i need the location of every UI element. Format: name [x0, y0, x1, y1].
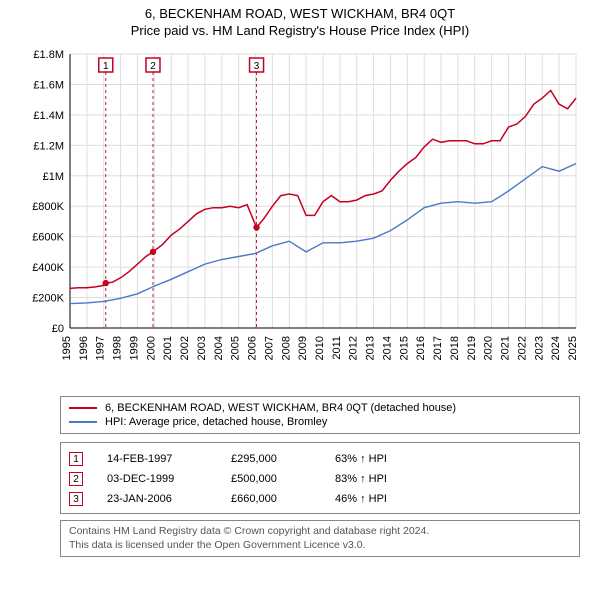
transaction-row: 3 23-JAN-2006 £660,000 46% ↑ HPI [69, 489, 571, 509]
transaction-marker-label: 1 [103, 61, 109, 72]
transaction-index-marker: 2 [69, 472, 83, 486]
transaction-marker-label: 2 [150, 61, 156, 72]
legend: 6, BECKENHAM ROAD, WEST WICKHAM, BR4 0QT… [60, 396, 580, 434]
transaction-date: 14-FEB-1997 [107, 453, 207, 465]
legend-swatch [69, 421, 97, 423]
x-tick-label: 2003 [196, 336, 208, 360]
transaction-index-marker: 3 [69, 492, 83, 506]
x-tick-label: 2023 [533, 336, 545, 360]
x-tick-label: 2005 [230, 336, 242, 360]
transaction-row: 1 14-FEB-1997 £295,000 63% ↑ HPI [69, 449, 571, 469]
x-tick-label: 2010 [314, 336, 326, 360]
x-tick-label: 2012 [348, 336, 360, 360]
x-tick-label: 2021 [500, 336, 512, 360]
x-tick-label: 2024 [550, 336, 562, 360]
x-tick-label: 2015 [398, 336, 410, 360]
x-tick-label: 2007 [263, 336, 275, 360]
x-tick-label: 2019 [466, 336, 478, 360]
x-tick-label: 2002 [179, 336, 191, 360]
legend-label: 6, BECKENHAM ROAD, WEST WICKHAM, BR4 0QT… [105, 402, 456, 414]
transaction-date: 03-DEC-1999 [107, 473, 207, 485]
chart-container: 6, BECKENHAM ROAD, WEST WICKHAM, BR4 0QT… [0, 0, 600, 590]
transactions-table: 1 14-FEB-1997 £295,000 63% ↑ HPI 2 03-DEC-199… [60, 442, 580, 514]
transaction-row: 2 03-DEC-1999 £500,000 83% ↑ HPI [69, 469, 571, 489]
x-tick-label: 2018 [449, 336, 461, 360]
x-tick-label: 2017 [432, 336, 444, 360]
chart-subtitle: Price paid vs. HM Land Registry's House … [0, 23, 600, 38]
x-tick-label: 2011 [331, 336, 343, 360]
footnote-line1: Contains HM Land Registry data © Crown c… [69, 525, 571, 539]
x-tick-label: 2006 [247, 336, 259, 360]
x-tick-label: 2008 [280, 336, 292, 360]
legend-label: HPI: Average price, detached house, Brom… [105, 416, 327, 428]
transaction-hpi: 83% ↑ HPI [335, 473, 425, 485]
y-tick-label: £1M [43, 171, 64, 183]
x-tick-label: 1997 [95, 336, 107, 360]
chart-svg: £0 £200K £400K £600K £800K £1M £1.2M £1.4M £1.6M… [20, 46, 580, 386]
x-tick-label: 2013 [365, 336, 377, 360]
x-tick-label: 1996 [78, 336, 90, 360]
x-tick-label: 2022 [516, 336, 528, 360]
x-tick-label: 2016 [415, 336, 427, 360]
x-tick-label: 2004 [213, 336, 225, 360]
y-tick-label: £1.2M [33, 140, 64, 152]
transaction-hpi: 63% ↑ HPI [335, 453, 425, 465]
y-tick-label: £800K [32, 201, 64, 213]
transaction-price: £500,000 [231, 473, 311, 485]
x-tick-label: 1998 [112, 336, 124, 360]
x-tick-label: 2020 [483, 336, 495, 360]
chart-area: £0 £200K £400K £600K £800K £1M £1.2M £1.4M £1.6M… [20, 46, 580, 386]
x-tick-label: 1999 [128, 336, 140, 360]
transaction-marker-label: 3 [254, 61, 260, 72]
transaction-index-marker: 1 [69, 452, 83, 466]
footnote: Contains HM Land Registry data © Crown c… [60, 520, 580, 557]
chart-title: 6, BECKENHAM ROAD, WEST WICKHAM, BR4 0QT [0, 6, 600, 21]
footnote-line2: This data is licensed under the Open Gov… [69, 539, 571, 553]
x-tick-label: 2001 [162, 336, 174, 360]
transaction-price: £295,000 [231, 453, 311, 465]
y-tick-label: £1.6M [33, 79, 64, 91]
y-tick-label: £400K [32, 262, 64, 274]
legend-swatch [69, 407, 97, 409]
y-tick-label: £1.8M [33, 49, 64, 61]
y-tick-label: £200K [32, 293, 64, 305]
transaction-date: 23-JAN-2006 [107, 493, 207, 505]
x-tick-label: 2025 [567, 336, 579, 360]
x-tick-label: 2000 [145, 336, 157, 360]
legend-row: 6, BECKENHAM ROAD, WEST WICKHAM, BR4 0QT… [69, 401, 571, 415]
legend-row: HPI: Average price, detached house, Brom… [69, 415, 571, 429]
y-tick-label: £0 [52, 323, 64, 335]
transaction-price: £660,000 [231, 493, 311, 505]
title-block: 6, BECKENHAM ROAD, WEST WICKHAM, BR4 0QT… [0, 0, 600, 40]
x-tick-label: 1995 [61, 336, 73, 360]
x-tick-label: 2009 [297, 336, 309, 360]
y-tick-label: £1.4M [33, 110, 64, 122]
x-tick-label: 2014 [381, 336, 393, 360]
y-tick-label: £600K [32, 232, 64, 244]
transaction-hpi: 46% ↑ HPI [335, 493, 425, 505]
